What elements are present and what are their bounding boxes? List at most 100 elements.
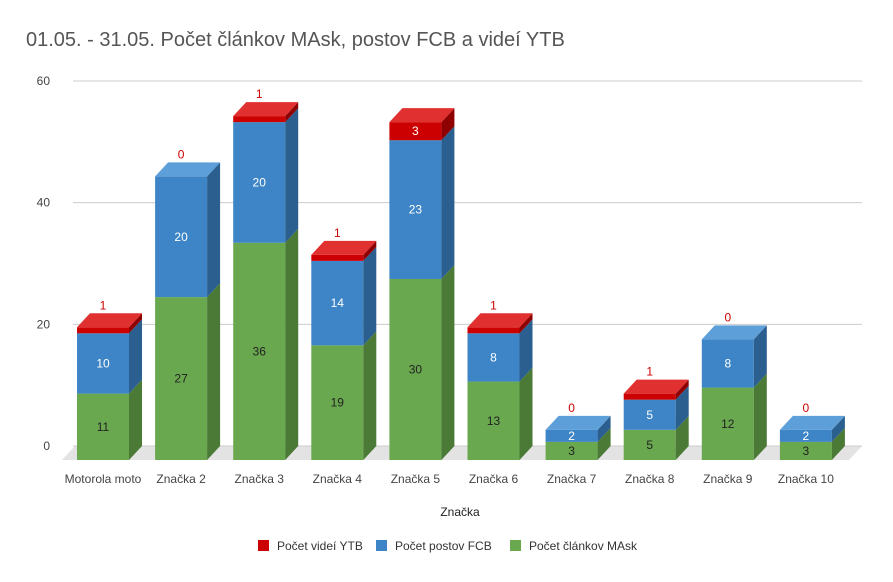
bar-segment [545,441,598,460]
bar-top [467,313,533,328]
bar-segment [545,429,598,442]
data-label: 0 [724,310,731,324]
bar-segment [701,387,754,460]
bar-segment-side [831,415,845,442]
x-tick-label: Značka 5 [391,472,441,486]
bar-segment [155,297,208,460]
x-tick-label: Značka 6 [469,472,519,486]
y-tick-label: 60 [37,74,51,88]
data-label: 20 [174,230,188,244]
bar-segment-side [285,108,299,243]
bar-segment [389,122,442,141]
data-label: 5 [646,408,653,422]
data-label: 5 [646,438,653,452]
bar-segment-side [753,373,767,460]
bar-segment [467,327,520,334]
bar-segment-side [285,102,299,123]
data-label: 30 [409,363,423,377]
data-label: 0 [568,401,575,415]
data-label: 19 [331,396,345,410]
bar-segment-side [753,325,767,388]
bar-segment-side [207,283,221,460]
legend-swatch [510,540,521,551]
data-label: 1 [256,87,263,101]
bar-top [545,415,611,430]
data-label: 2 [803,429,810,443]
bar-top [389,108,455,123]
bar-segment-side [363,331,377,460]
data-label: 36 [253,344,267,358]
data-label: 20 [253,175,267,189]
bar-segment-side [441,108,455,141]
bar-top [233,102,299,117]
x-tick-label: Značka 2 [156,472,206,486]
data-label: 1 [334,226,341,240]
data-label: 2 [568,429,575,443]
data-label: 1 [646,365,653,379]
bar-segment [779,441,832,460]
bar-top [701,325,767,340]
bar-segment [77,327,129,334]
bar-segment-side [285,228,299,460]
y-tick-label: 0 [43,439,50,453]
x-tick-label: Značka 4 [313,472,363,486]
data-label: 8 [490,350,497,364]
bar-segment-side [441,126,455,279]
data-label: 10 [96,356,110,370]
bar-segment [311,260,364,346]
chart-title: 01.05. - 31.05. Počet článkov MAsk, post… [26,29,565,51]
legend-label: Počet videí YTB [277,539,363,553]
data-label: 8 [724,356,731,370]
data-label: 11 [97,420,110,434]
bar-segment [623,429,676,460]
data-label: 3 [412,124,419,138]
bar-segment [467,381,520,460]
bar-segment-side [675,415,689,460]
bar-segment-side [129,319,142,394]
bar-segment-side [129,379,142,460]
bar-segment [311,345,364,460]
bar-segment [233,122,286,243]
bar-segment-side [675,379,689,400]
x-tick-label: Značka 7 [547,472,597,486]
bar-segment-side [675,385,689,430]
bar-top [155,162,221,177]
bar-segment-side [597,415,611,442]
bar-segment [389,279,442,460]
y-tick-label: 20 [37,317,51,331]
bar-top [623,379,689,394]
bar-top [311,240,377,255]
bar-top [77,313,142,328]
data-label: 13 [487,414,501,428]
bar-segment [311,254,364,261]
bar-segment-side [597,427,611,460]
x-tick-label: Značka 3 [235,472,285,486]
bar-segment-side [363,246,377,346]
legend-label: Počet článkov MAsk [529,539,638,553]
bar-segment [467,333,520,382]
bar-segment-side [519,313,533,334]
bar-segment [779,429,832,442]
bar-segment-side [129,313,142,334]
bar-segment-side [363,240,377,261]
data-label: 27 [174,372,188,386]
bar-segment [233,242,286,460]
bar-segment-side [519,367,533,460]
y-tick-label: 40 [37,196,51,210]
x-tick-label: Značka 10 [778,472,834,486]
bar-segment [155,176,208,298]
data-label: 0 [178,147,185,161]
x-tick-label: Značka 9 [703,472,753,486]
data-label: 1 [100,298,107,312]
bar-segment [623,399,676,430]
legend-label: Počet postov FCB [395,539,492,553]
bar-segment-side [831,427,845,460]
data-label: 3 [568,444,575,458]
x-tick-label: Motorola moto [65,472,142,486]
bar-segment [77,333,129,394]
bar-segment-side [207,162,221,298]
data-label: 3 [803,444,810,458]
bar-segment [701,339,754,388]
